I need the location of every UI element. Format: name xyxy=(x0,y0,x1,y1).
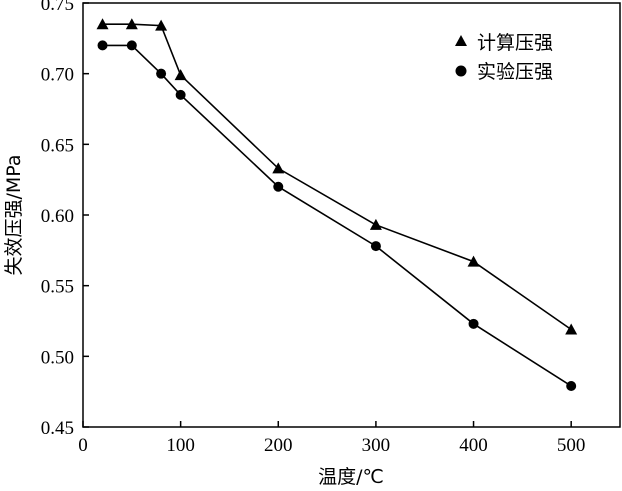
y-tick-label: 0.55 xyxy=(41,277,74,298)
series-line-1 xyxy=(102,44,572,387)
axis-ticks xyxy=(82,2,572,428)
x-axis-title: 温度/℃ xyxy=(318,466,384,488)
triangle-point xyxy=(125,18,138,30)
series-markers xyxy=(96,18,578,392)
legend-marker-triangle xyxy=(455,35,467,46)
triangle-point xyxy=(369,218,382,230)
triangle-point xyxy=(155,19,168,31)
y-tick-label: 0.60 xyxy=(41,206,74,227)
y-tick-label: 0.45 xyxy=(41,418,74,439)
circle-point xyxy=(175,89,186,100)
x-tick-label: 0 xyxy=(78,435,88,456)
triangle-point xyxy=(174,69,187,81)
x-tick-label: 300 xyxy=(362,435,391,456)
x-tick-label: 200 xyxy=(264,435,293,456)
triangle-point xyxy=(467,255,480,267)
circle-point xyxy=(370,241,381,252)
x-tick-label: 400 xyxy=(459,435,488,456)
x-tick-label: 500 xyxy=(557,435,586,456)
y-tick-label: 0.65 xyxy=(41,135,74,156)
y-tick-label: 0.75 xyxy=(41,0,74,15)
legend-label-experimental: 实验压强 xyxy=(477,61,553,83)
series-lines xyxy=(102,23,572,387)
circle-point xyxy=(156,68,167,79)
circle-point xyxy=(273,181,284,192)
legend-label-calculated: 计算压强 xyxy=(477,32,553,54)
y-axis-title: 失效压强/MPa xyxy=(3,154,25,275)
circle-point xyxy=(468,318,479,329)
triangle-point xyxy=(272,162,285,174)
triangle-point xyxy=(96,18,109,30)
y-tick-labels: 0.45 0.50 0.55 0.60 0.65 0.70 0.75 xyxy=(41,0,74,439)
y-tick-label: 0.50 xyxy=(41,347,74,368)
legend-marker-circle xyxy=(455,65,467,77)
y-tick-label: 0.70 xyxy=(41,65,74,86)
circle-point xyxy=(97,40,108,51)
circle-point xyxy=(566,381,577,392)
series-line-0 xyxy=(102,23,572,331)
triangle-point xyxy=(565,323,578,335)
x-tick-label: 100 xyxy=(166,435,195,456)
x-tick-labels: 0 100 200 300 400 500 xyxy=(78,435,585,456)
legend: 计算压强 实验压强 xyxy=(455,32,553,83)
circle-point xyxy=(126,40,137,51)
